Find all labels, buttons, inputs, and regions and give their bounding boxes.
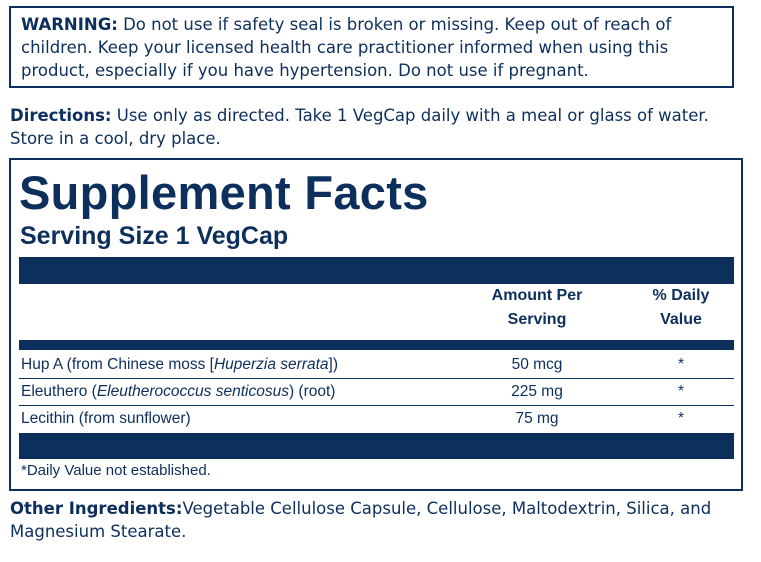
directions-section: Directions: Use only as directed. Take 1…	[10, 104, 750, 150]
supplement-facts-panel: Supplement Facts Serving Size 1 VegCap A…	[9, 158, 743, 491]
facts-title: Supplement Facts	[19, 166, 429, 219]
other-ingredients-section: Other Ingredients:Vegetable Cellulose Ca…	[10, 497, 755, 543]
other-ingredients-label: Other Ingredients:	[10, 499, 183, 518]
ingredient-name-suffix: ) (root)	[288, 383, 336, 400]
ingredient-latin-name: Huperzia serrata	[213, 356, 329, 373]
ingredient-amount: 50 mcg	[511, 356, 563, 373]
ingredient-name-text: Eleuthero (	[21, 383, 97, 400]
dv-header-line2: Value	[660, 311, 702, 328]
ingredient-name-suffix: ])	[328, 356, 339, 373]
top-divider-bar	[19, 257, 734, 284]
ingredient-daily-value: *	[677, 410, 685, 427]
ingredient-amount: 225 mg	[511, 383, 563, 400]
ingredient-name-text: Lecithin (from sunflower)	[21, 410, 191, 427]
row-divider	[19, 405, 734, 406]
daily-value-footnote: *Daily Value not established.	[21, 462, 211, 479]
directions-text: Use only as directed. Take 1 VegCap dail…	[10, 106, 709, 148]
row-divider	[19, 378, 734, 379]
ingredient-latin-name: Eleutherococcus senticosus	[96, 383, 289, 400]
amount-header-line1: Amount Per	[491, 287, 583, 304]
directions-label: Directions:	[10, 106, 112, 125]
dv-header-line1: % Daily	[652, 287, 710, 304]
serving-size: Serving Size 1 VegCap	[20, 222, 289, 250]
warning-box: WARNING: Do not use if safety seal is br…	[9, 6, 734, 88]
amount-header-line2: Serving	[507, 311, 567, 328]
ingredient-name: Hup A (from Chinese moss [Huperzia serra…	[21, 352, 338, 377]
table-row: Lecithin (from sunflower) 75 mg *	[19, 406, 734, 431]
header-divider-bar	[19, 340, 734, 350]
daily-value-header: % Daily Value	[629, 284, 733, 332]
ingredient-daily-value: *	[677, 383, 685, 400]
ingredient-daily-value: *	[677, 356, 685, 373]
ingredient-amount: 75 mg	[515, 410, 559, 427]
amount-per-serving-header: Amount Per Serving	[459, 284, 615, 332]
bottom-divider-bar	[19, 433, 734, 459]
ingredient-name: Lecithin (from sunflower)	[21, 406, 191, 431]
other-ingredients-text: Vegetable Cellulose Capsule, Cellulose, …	[10, 499, 712, 541]
warning-label: WARNING:	[21, 15, 118, 34]
table-row: Eleuthero (Eleutherococcus senticosus) (…	[19, 379, 734, 404]
ingredient-name-text: Hup A (from Chinese moss [	[21, 356, 214, 373]
ingredient-name: Eleuthero (Eleutherococcus senticosus) (…	[21, 379, 335, 404]
table-row: Hup A (from Chinese moss [Huperzia serra…	[19, 352, 734, 377]
warning-text: Do not use if safety seal is broken or m…	[21, 15, 672, 80]
